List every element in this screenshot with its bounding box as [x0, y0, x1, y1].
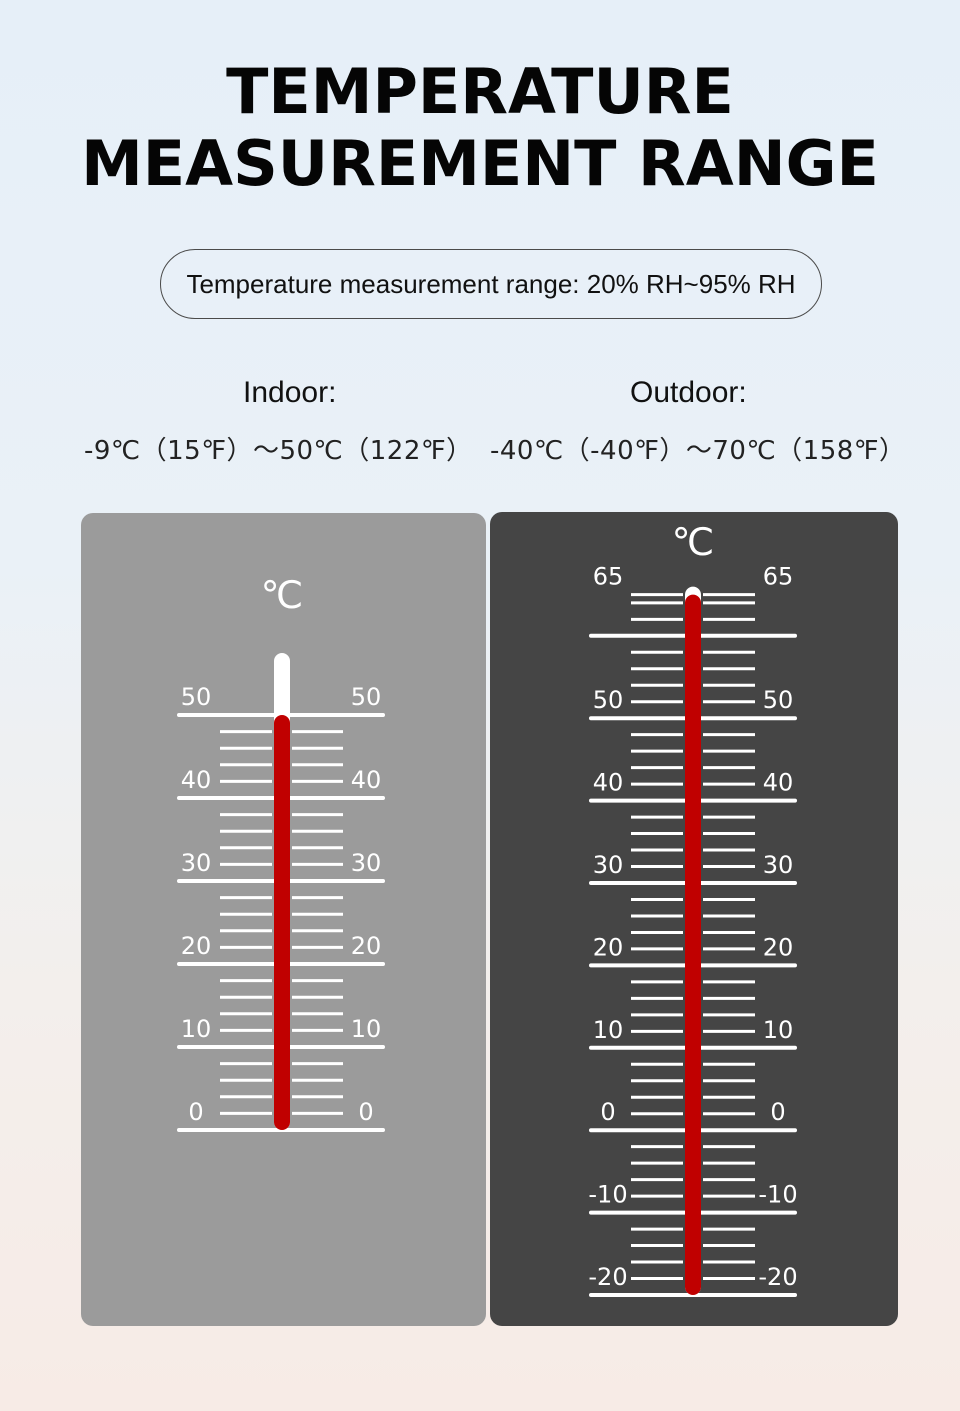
scale-label-left: 0 — [188, 1098, 203, 1126]
page-title: TEMPERATURE MEASUREMENT RANGE — [0, 56, 960, 200]
scale-label-right: 50 — [763, 686, 794, 714]
scale-label-right: 30 — [351, 849, 382, 877]
outdoor-label: Outdoor: — [630, 376, 747, 409]
celsius-unit-label: ℃ — [261, 573, 304, 617]
scale-label-right: 30 — [763, 851, 794, 879]
outdoor-range-text: -40℃（-40℉）～70℃（158℉） — [490, 436, 906, 466]
scale-label-left: 0 — [600, 1098, 615, 1126]
celsius-unit-label: ℃ — [672, 520, 715, 564]
scale-label-right: 10 — [351, 1015, 382, 1043]
outdoor-thermometer-graphic: ℃ 65 65 50 50 40 40 30 30 20 20 10 10 0 0 -10 -10 -20 -20 — [588, 520, 798, 1297]
scale-label-left: -20 — [588, 1263, 627, 1291]
indoor-label: Indoor: — [243, 376, 337, 409]
scale-label-left: 10 — [593, 1016, 624, 1044]
scale-label-left: 20 — [593, 933, 624, 961]
indoor-thermometer-panel: ℃ 50 50 40 40 30 30 20 20 10 10 0 0 — [81, 513, 486, 1326]
scale-label-left: 30 — [593, 851, 624, 879]
title-line-1: TEMPERATURE — [226, 55, 734, 128]
scale-label-right: 10 — [763, 1016, 794, 1044]
scale-label-right: -20 — [758, 1263, 797, 1291]
scale-label-left: 30 — [181, 849, 212, 877]
title-line-2: MEASUREMENT RANGE — [81, 127, 879, 200]
scale-label-right: 50 — [351, 683, 382, 711]
scale-label-left: 10 — [181, 1015, 212, 1043]
scale-label-left: 50 — [181, 683, 212, 711]
scale-label-left: 40 — [181, 766, 212, 794]
indoor-range-text: -9℃（15℉）～50℃（122℉） — [84, 436, 473, 466]
mercury-column — [274, 715, 290, 1130]
indoor-thermometer-graphic: ℃ 50 50 40 40 30 30 20 20 10 10 0 0 — [177, 573, 385, 1132]
scale-label-left: 50 — [593, 686, 624, 714]
scale-label-left: -10 — [588, 1181, 627, 1209]
mercury-column — [685, 594, 701, 1295]
scale-label-right: 20 — [763, 933, 794, 961]
scale-label-left: 65 — [593, 563, 624, 591]
scale-label-left: 20 — [181, 932, 212, 960]
scale-label-left: 40 — [593, 769, 624, 797]
humidity-range-pill: Temperature measurement range: 20% RH~95… — [160, 249, 822, 319]
scale-label-right: 65 — [763, 563, 794, 591]
outdoor-thermometer-panel: ℃ 65 65 50 50 40 40 30 30 20 20 10 10 0 0 -10 -10 -20 -20 — [490, 512, 898, 1326]
scale-label-right: -10 — [758, 1181, 797, 1209]
scale-label-right: 40 — [351, 766, 382, 794]
scale-label-right: 0 — [770, 1098, 785, 1126]
scale-label-right: 20 — [351, 932, 382, 960]
scale-label-right: 40 — [763, 769, 794, 797]
scale-label-right: 0 — [358, 1098, 373, 1126]
